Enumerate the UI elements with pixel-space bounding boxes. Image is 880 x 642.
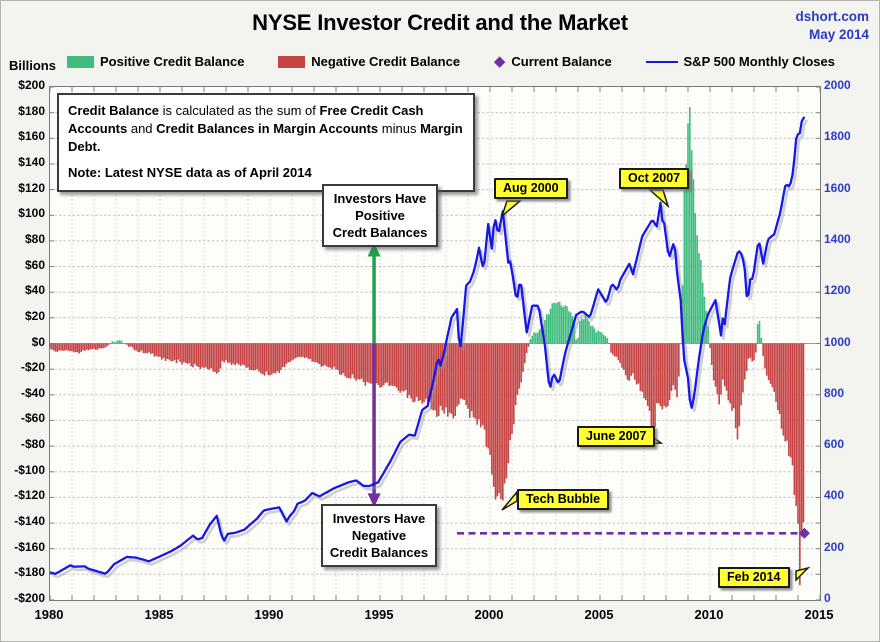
- credit-definition-note: Credit Balance is calculated as the sum …: [57, 93, 475, 192]
- diamond-icon: ◆: [493, 52, 506, 70]
- x-tick-label: 1995: [364, 607, 394, 622]
- legend-item-sp500: S&P 500 Monthly Closes: [645, 54, 835, 69]
- legend-item-current: ◆ Current Balance: [493, 52, 612, 70]
- y-left-tick-label: -$200: [14, 591, 45, 605]
- x-tick-label: 2005: [584, 607, 614, 622]
- y-right-tick-label: 400: [824, 488, 845, 503]
- y-left-tick-label: -$120: [14, 488, 45, 503]
- y-left-tick-label: -$140: [14, 514, 45, 529]
- y-left-tick-label: $40: [24, 283, 45, 298]
- y-right-tick-label: 2000: [824, 78, 851, 92]
- credit-definition-text: Credit Balance is calculated as the sum …: [68, 102, 464, 156]
- y-left-tick-label: $20: [24, 308, 45, 323]
- y-right-tick-label: 1000: [824, 334, 851, 349]
- y-right-tick-label: 1200: [824, 283, 851, 298]
- positive-swatch-icon: [67, 55, 94, 68]
- note-segment-5: minus: [378, 121, 421, 136]
- left-axis-title: Billions: [9, 58, 56, 73]
- plot-area: Credit Balance is calculated as the sum …: [49, 86, 821, 601]
- callout-oct2007: Oct 2007: [619, 168, 690, 189]
- y-left-tick-label: $120: [18, 180, 45, 195]
- y-right-tick-label: 600: [824, 437, 845, 452]
- note-segment-6: Margin Debt.: [68, 121, 463, 154]
- x-tick-label: 1990: [254, 607, 284, 622]
- x-tick-label: 2010: [694, 607, 724, 622]
- y-left-tick-label: $60: [24, 257, 45, 272]
- legend-label-positive: Positive Credit Balance: [100, 54, 245, 69]
- legend-item-positive: Positive Credit Balance: [67, 54, 245, 69]
- legend-label-negative: Negative Credit Balance: [311, 54, 461, 69]
- y-left-tick-label: -$60: [20, 411, 45, 426]
- callout-june2007: June 2007: [577, 426, 656, 447]
- y-left-tick-label: -$40: [20, 385, 45, 400]
- y-left-tick-label: $140: [18, 154, 45, 169]
- x-tick-label: 1980: [34, 607, 64, 622]
- note-segment-3: and: [127, 121, 157, 136]
- y-left-tick-label: -$180: [14, 565, 45, 580]
- source-date: May 2014: [808, 27, 869, 42]
- note-segment-4: Credit Balances in Margin Accounts: [156, 121, 379, 136]
- y-right-tick-label: 200: [824, 539, 845, 554]
- y-left-tick-label: $80: [24, 231, 45, 246]
- y-right-tick-label: 1400: [824, 231, 851, 246]
- source-site: dshort.com: [795, 9, 869, 24]
- line-swatch-icon: [645, 60, 678, 63]
- y-left-tick-label: $180: [18, 103, 45, 118]
- y-left-tick-label: -$100: [14, 462, 45, 477]
- y-left-tick-label: -$160: [14, 539, 45, 554]
- y-left-tick-label: $0: [31, 334, 45, 349]
- chart-title: NYSE Investor Credit and the Market: [252, 10, 628, 35]
- y-left-tick-label: $200: [18, 78, 45, 92]
- legend-label-current: Current Balance: [511, 54, 612, 69]
- note-segment-0: Credit Balance: [68, 103, 160, 118]
- data-asof-note: Note: Latest NYSE data as of April 2014: [68, 165, 312, 180]
- callout-feb2014: Feb 2014: [718, 567, 790, 588]
- y-left-tick-label: -$20: [20, 360, 45, 375]
- y-left-tick-label: $160: [18, 129, 45, 144]
- legend-label-sp500: S&P 500 Monthly Closes: [683, 54, 835, 69]
- x-tick-label: 1985: [144, 607, 174, 622]
- legend: Positive Credit Balance Negative Credit B…: [67, 54, 835, 69]
- y-right-tick-label: 800: [824, 385, 845, 400]
- y-right-tick-label: 1600: [824, 180, 851, 195]
- negative-swatch-icon: [278, 55, 306, 68]
- x-tick-label: 2000: [474, 607, 504, 622]
- callout-techbubble: Tech Bubble: [517, 489, 610, 510]
- note-segment-2: Free Credit Cash Accounts: [68, 103, 424, 136]
- y-right-tick-label: 0: [824, 591, 831, 605]
- note-segment-1: is calculated as the sum of: [159, 103, 320, 118]
- y-left-tick-label: -$80: [20, 437, 45, 452]
- source-attribution: dshort.com May 2014: [795, 8, 869, 44]
- legend-item-negative: Negative Credit Balance: [278, 54, 460, 69]
- positive-balance-annotation: Investors Have Positive Credt Balances: [322, 184, 438, 247]
- negative-balance-annotation: Investors Have Negative Credit Balances: [321, 504, 437, 567]
- y-left-tick-label: $100: [18, 206, 45, 221]
- callout-aug2000: Aug 2000: [494, 178, 568, 199]
- x-tick-label: 2015: [804, 607, 834, 622]
- y-right-tick-label: 1800: [824, 129, 851, 144]
